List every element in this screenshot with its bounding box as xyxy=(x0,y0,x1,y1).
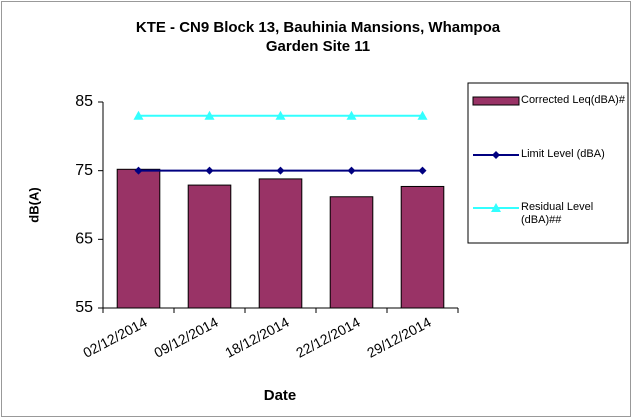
y-tick-label: 65 xyxy=(75,231,93,248)
line-marker xyxy=(204,110,215,120)
line-marker xyxy=(134,166,143,175)
line-marker xyxy=(346,110,357,120)
bar xyxy=(187,184,232,309)
line-marker xyxy=(418,166,427,175)
line-marker xyxy=(347,166,356,175)
line-marker xyxy=(276,166,285,175)
y-axis-label: dB(A) xyxy=(26,187,41,222)
bar xyxy=(258,178,303,309)
line-marker xyxy=(491,203,501,212)
chart-title: KTE - CN9 Block 13, Bauhinia Mansions, W… xyxy=(136,19,501,36)
line-marker xyxy=(133,110,144,120)
bar xyxy=(400,185,445,309)
bar xyxy=(116,168,161,309)
x-axis-label: Date xyxy=(264,387,297,404)
legend-label: Residual Level (dBA)## xyxy=(521,201,594,226)
y-tick-label: 75 xyxy=(75,162,93,179)
legend-box xyxy=(467,82,629,244)
line-marker xyxy=(417,110,428,120)
line-marker xyxy=(205,166,214,175)
legend-label: Limit Level (dBA) xyxy=(521,148,605,160)
y-tick-label: 85 xyxy=(75,93,93,110)
legend-swatch xyxy=(472,96,520,106)
legend-label: Corrected Leq(dBA)# xyxy=(521,94,625,106)
line-marker xyxy=(275,110,286,120)
chart-title: Garden Site 11 xyxy=(266,38,370,55)
y-tick-label: 55 xyxy=(75,299,93,316)
bar xyxy=(329,196,374,309)
line-marker xyxy=(492,151,500,159)
